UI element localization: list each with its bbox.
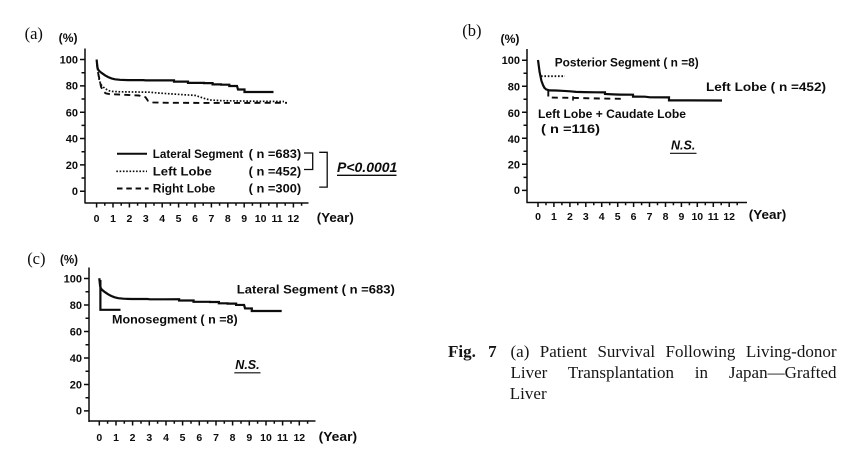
svg-text:10: 10 (255, 213, 267, 225)
svg-text:1: 1 (110, 213, 116, 225)
svg-text:9: 9 (246, 432, 252, 444)
svg-text:0: 0 (76, 406, 82, 418)
svg-text:Left Lobe + Caudate Lobe: Left Lobe + Caudate Lobe (538, 107, 686, 121)
svg-text:5: 5 (180, 432, 186, 444)
svg-text:40: 40 (66, 134, 78, 146)
svg-text:7: 7 (208, 213, 214, 225)
svg-text:9: 9 (241, 213, 247, 225)
svg-text:0: 0 (535, 211, 541, 223)
svg-text:3: 3 (146, 432, 152, 444)
svg-text:(a): (a) (25, 24, 43, 43)
svg-text:1: 1 (113, 432, 119, 444)
svg-text:4: 4 (159, 213, 165, 225)
svg-text:(Year): (Year) (749, 208, 787, 222)
svg-text:5: 5 (615, 211, 621, 223)
svg-text:3: 3 (143, 213, 149, 225)
svg-text:60: 60 (66, 107, 78, 119)
svg-text:Left Lobe ( n =452): Left Lobe ( n =452) (706, 80, 826, 94)
svg-text:100: 100 (64, 273, 82, 285)
svg-text:3: 3 (583, 211, 589, 223)
svg-text:(c): (c) (27, 249, 45, 268)
svg-text:80: 80 (70, 300, 82, 312)
svg-text:6: 6 (196, 432, 202, 444)
svg-text:11: 11 (271, 213, 282, 225)
svg-text:P<0.0001: P<0.0001 (337, 159, 398, 175)
svg-text:8: 8 (225, 213, 231, 225)
svg-text:20: 20 (70, 379, 82, 391)
svg-text:( n =683): ( n =683) (249, 147, 302, 161)
svg-text:N.S.: N.S. (235, 358, 259, 372)
svg-text:1: 1 (551, 211, 557, 223)
svg-text:(%): (%) (501, 32, 520, 46)
svg-text:0: 0 (96, 432, 102, 444)
svg-text:60: 60 (70, 326, 82, 338)
svg-text:7: 7 (647, 211, 653, 223)
svg-text:20: 20 (508, 159, 520, 171)
svg-text:0: 0 (94, 213, 100, 225)
svg-text:6: 6 (192, 213, 198, 225)
svg-text:Lateral Segment: Lateral Segment (153, 147, 244, 161)
svg-text:40: 40 (508, 134, 520, 146)
svg-text:8: 8 (663, 211, 669, 223)
svg-text:100: 100 (60, 54, 78, 66)
svg-text:11: 11 (708, 211, 719, 223)
svg-text:2: 2 (126, 213, 132, 225)
svg-text:2: 2 (567, 211, 573, 223)
svg-text:N.S.: N.S. (671, 139, 695, 153)
svg-text:( n =452): ( n =452) (249, 164, 302, 178)
svg-text:12: 12 (723, 211, 735, 223)
svg-text:9: 9 (678, 211, 684, 223)
svg-text:7: 7 (213, 432, 219, 444)
svg-text:6: 6 (631, 211, 637, 223)
svg-text:5: 5 (176, 213, 182, 225)
svg-text:4: 4 (599, 211, 605, 223)
svg-text:Lateral Segment ( n =683): Lateral Segment ( n =683) (237, 283, 395, 297)
svg-text:0: 0 (514, 185, 520, 197)
svg-text:2: 2 (130, 432, 136, 444)
svg-text:80: 80 (66, 81, 78, 93)
svg-text:10: 10 (691, 211, 703, 223)
svg-text:40: 40 (70, 353, 82, 365)
svg-text:( n =116): ( n =116) (541, 122, 600, 136)
svg-text:(Year): (Year) (317, 211, 354, 225)
svg-text:(Year): (Year) (319, 430, 358, 444)
svg-text:Left Lobe: Left Lobe (153, 164, 212, 178)
svg-text:Right Lobe: Right Lobe (153, 182, 216, 196)
svg-text:Posterior Segment ( n =8): Posterior Segment ( n =8) (555, 56, 699, 70)
svg-text:80: 80 (508, 82, 520, 94)
svg-text:0: 0 (72, 186, 78, 198)
svg-text:(%): (%) (59, 31, 78, 45)
svg-text:10: 10 (260, 432, 272, 444)
svg-text:100: 100 (502, 55, 520, 67)
svg-text:Monosegment ( n =8): Monosegment ( n =8) (112, 313, 238, 327)
svg-text:12: 12 (288, 213, 300, 225)
svg-text:( n =300): ( n =300) (249, 182, 302, 196)
svg-text:(b): (b) (462, 21, 481, 40)
svg-text:20: 20 (66, 160, 78, 172)
svg-text:12: 12 (293, 432, 305, 444)
svg-text:8: 8 (230, 432, 236, 444)
svg-text:60: 60 (508, 108, 520, 120)
svg-text:(%): (%) (60, 253, 78, 267)
svg-text:11: 11 (277, 432, 288, 444)
svg-text:4: 4 (163, 432, 169, 444)
